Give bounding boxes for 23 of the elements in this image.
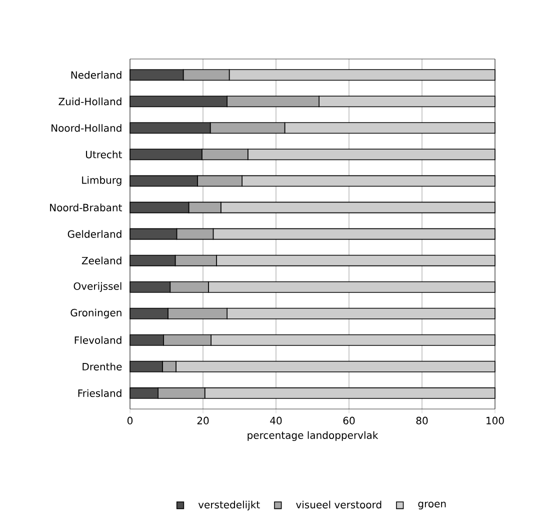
x-tick-label: 20 — [197, 416, 209, 424]
y-tick-label: Utrecht — [86, 150, 122, 158]
x-tick-label: 60 — [343, 416, 355, 424]
y-tick-label: Nederland — [71, 71, 122, 79]
x-axis-title: percentage landoppervlak — [248, 431, 378, 441]
x-tick-label: 0 — [127, 416, 133, 424]
y-tick-label: Flevoland — [74, 336, 122, 344]
legend-label: groen — [418, 502, 446, 510]
y-tick-label: Noord-Brabant — [50, 204, 122, 212]
y-tick-label: Friesland — [78, 389, 122, 397]
y-tick-label: Drenthe — [82, 362, 122, 370]
x-tick-label: 100 — [486, 416, 504, 424]
y-tick-label: Gelderland — [68, 230, 122, 238]
y-tick-label: Zuid-Holland — [58, 98, 122, 106]
x-tick-label: 40 — [270, 416, 282, 424]
y-tick-label: Noord-Holland — [52, 124, 122, 132]
x-tick-label: 80 — [416, 416, 428, 424]
legend-label: visueel verstoord — [296, 500, 382, 508]
legend-label: verstedelijkt — [198, 500, 260, 510]
y-tick-label: Overijssel — [74, 282, 122, 292]
y-tick-label: Zeeland — [82, 256, 122, 264]
y-tick-label: Groningen — [70, 308, 122, 318]
y-tick-label: Limburg — [82, 176, 122, 186]
